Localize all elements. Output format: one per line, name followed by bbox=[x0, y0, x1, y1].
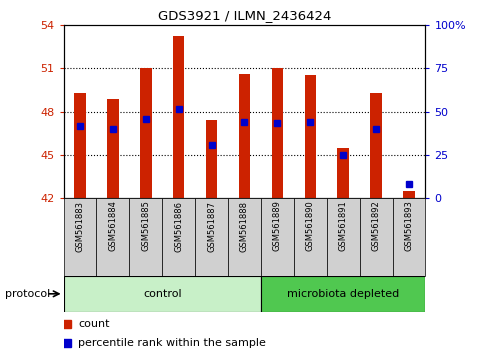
Bar bbox=[195, 198, 227, 276]
Text: control: control bbox=[142, 289, 181, 299]
Text: count: count bbox=[78, 319, 109, 329]
Text: GSM561889: GSM561889 bbox=[272, 201, 281, 251]
Bar bbox=[359, 198, 392, 276]
Bar bbox=[74, 93, 85, 198]
Bar bbox=[326, 198, 359, 276]
Bar bbox=[293, 198, 326, 276]
Text: GSM561890: GSM561890 bbox=[305, 201, 314, 251]
Text: GSM561883: GSM561883 bbox=[75, 201, 84, 252]
Bar bbox=[261, 198, 293, 276]
Text: GSM561885: GSM561885 bbox=[141, 201, 150, 251]
Bar bbox=[271, 68, 283, 198]
Text: GSM561886: GSM561886 bbox=[174, 201, 183, 252]
Bar bbox=[63, 198, 96, 276]
Text: GSM561888: GSM561888 bbox=[240, 201, 248, 252]
Bar bbox=[205, 120, 217, 198]
Text: percentile rank within the sample: percentile rank within the sample bbox=[78, 338, 265, 348]
Bar bbox=[403, 191, 414, 198]
Bar bbox=[107, 98, 119, 198]
Text: GDS3921 / ILMN_2436424: GDS3921 / ILMN_2436424 bbox=[158, 9, 330, 22]
Bar bbox=[261, 276, 425, 312]
Bar bbox=[337, 148, 348, 198]
Bar bbox=[227, 198, 261, 276]
Bar bbox=[304, 75, 315, 198]
Bar bbox=[162, 198, 195, 276]
Text: GSM561892: GSM561892 bbox=[371, 201, 380, 251]
Text: GSM561884: GSM561884 bbox=[108, 201, 117, 251]
Text: GSM561887: GSM561887 bbox=[207, 201, 216, 252]
Text: microbiota depleted: microbiota depleted bbox=[286, 289, 399, 299]
Bar bbox=[238, 74, 250, 198]
Text: protocol: protocol bbox=[5, 289, 50, 299]
Bar bbox=[129, 198, 162, 276]
Text: GSM561893: GSM561893 bbox=[404, 201, 413, 251]
Bar bbox=[173, 36, 184, 198]
Bar bbox=[96, 198, 129, 276]
Bar bbox=[392, 198, 425, 276]
Bar bbox=[369, 93, 381, 198]
Text: GSM561891: GSM561891 bbox=[338, 201, 347, 251]
Bar bbox=[63, 276, 261, 312]
Bar bbox=[140, 68, 151, 198]
